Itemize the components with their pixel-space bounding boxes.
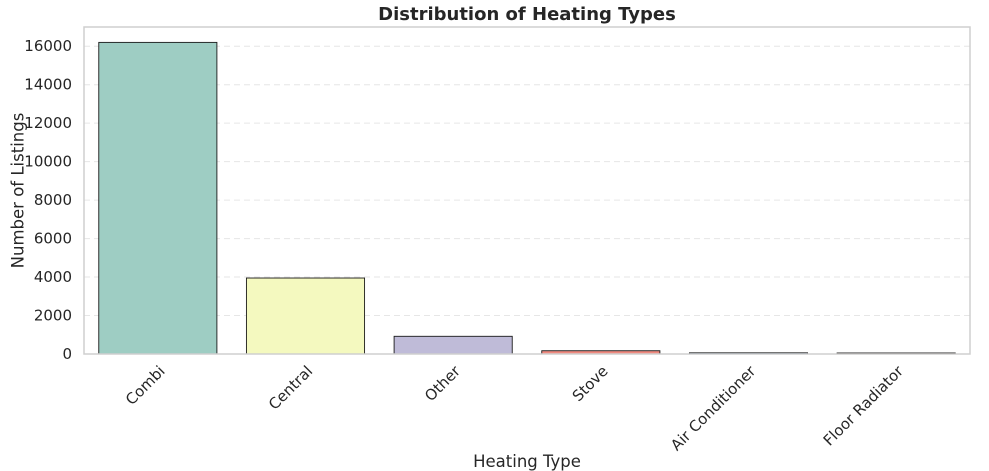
x-tick-label: Other: [421, 362, 464, 405]
y-tick-label: 6000: [34, 230, 72, 248]
y-tick-labels: 0 2000 4000 6000 8000 10000 12000 14000 16000: [24, 37, 72, 363]
x-tick-label: Floor Radiator: [820, 362, 908, 450]
x-axis-title: Heating Type: [473, 452, 581, 471]
bar-other: [393, 335, 513, 355]
x-tick-label: Combi: [122, 362, 169, 409]
gridlines: [84, 45, 970, 317]
bar-central: [245, 277, 366, 355]
chart-title: Distribution of Heating Types: [378, 4, 676, 25]
x-tick-labels: Combi Central Other Stove Air Conditioner Flo…: [122, 362, 908, 455]
y-tick-label: 0: [62, 345, 72, 363]
y-tick-label: 2000: [34, 307, 72, 325]
y-tick-label: 14000: [24, 76, 72, 94]
x-tick-label: Air Conditioner: [667, 362, 760, 455]
bars: [98, 41, 956, 355]
plot-frame: [83, 26, 971, 355]
x-tick-label: Stove: [569, 362, 612, 405]
y-axis-title: Number of Listings: [9, 113, 28, 269]
y-tick-label: 4000: [34, 268, 72, 286]
bar-combi: [98, 41, 218, 355]
x-tick-label: Central: [265, 362, 316, 413]
y-tick-label: 12000: [24, 114, 72, 132]
y-tick-label: 16000: [24, 37, 72, 55]
y-tick-label: 10000: [24, 153, 72, 171]
y-tick-label: 8000: [34, 191, 72, 209]
